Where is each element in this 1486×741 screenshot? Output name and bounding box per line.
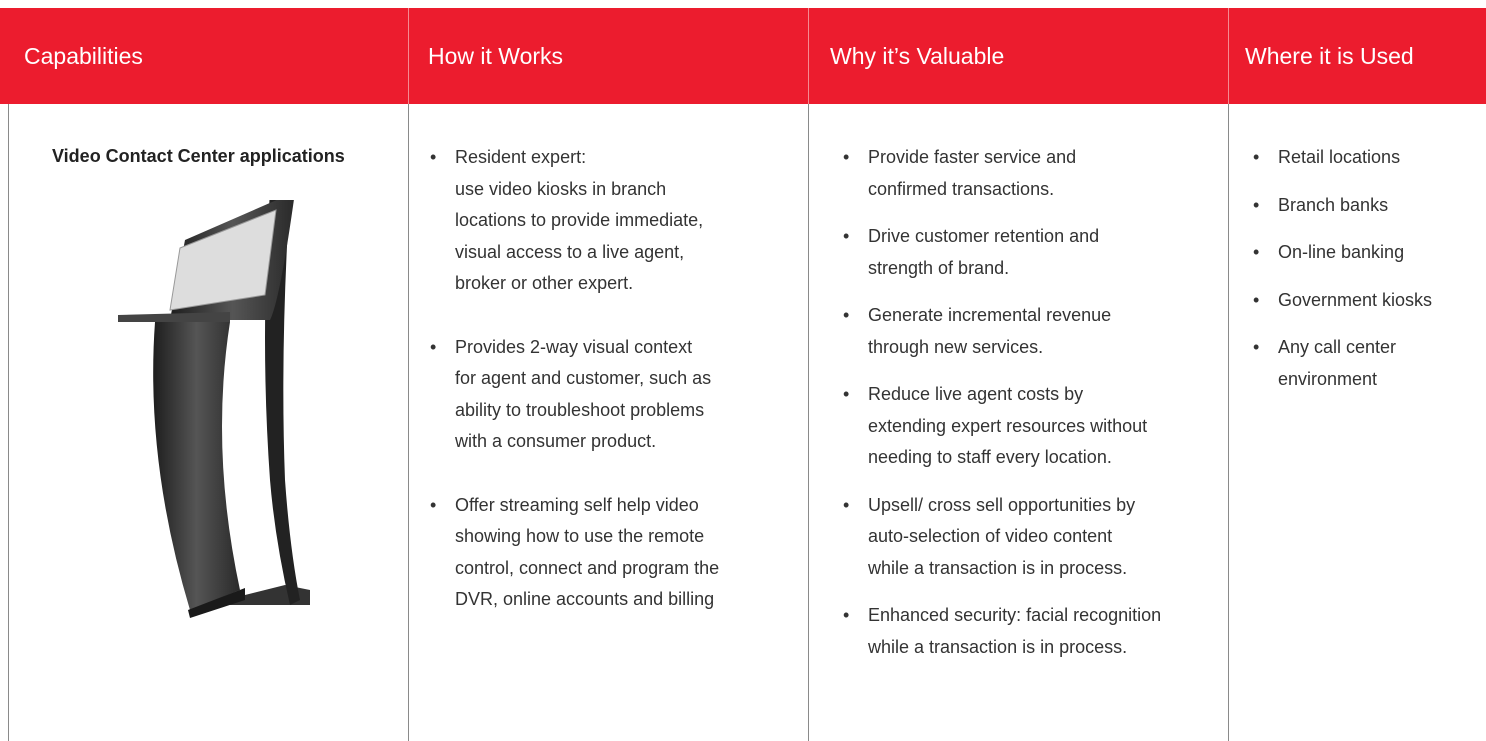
item-line: Provides 2-way visual context — [455, 336, 693, 357]
bullet-item: Provide faster service and confirmed tran… — [843, 142, 1223, 205]
item-line: strength of brand. — [868, 257, 1010, 278]
item-line: broker or other expert. — [455, 273, 634, 293]
item-line: Retail locations — [1278, 147, 1401, 167]
item-line: use video kiosks in branch — [455, 178, 667, 199]
bullet-item: Reduce live agent costs by extending expe… — [843, 379, 1223, 474]
header-cell: Where it is Used — [1245, 43, 1414, 69]
bullet-item: Provides 2-way visual context for agent a… — [430, 332, 802, 458]
header-cell: Why it’s Valuable — [830, 43, 1005, 69]
item-line: Resident expert: — [455, 147, 587, 167]
item-line: confirmed transactions. — [868, 178, 1055, 199]
item-line: environment — [1278, 368, 1378, 389]
column-list: Resident expert: use video kiosks in bran… — [430, 142, 802, 648]
bullet-item: Government kiosks — [1253, 285, 1486, 317]
kiosk-image — [118, 200, 310, 618]
item-line: Generate incremental revenue — [868, 305, 1112, 325]
item-line: through new services. — [868, 336, 1044, 357]
item-line: visual access to a live agent, — [455, 241, 685, 262]
header-cell: How it Works — [428, 43, 564, 69]
item-line: ability to troubleshoot problems — [455, 399, 705, 420]
bullet-item: Resident expert: use video kiosks in bran… — [430, 142, 802, 300]
item-line: control, connect and program the — [455, 557, 720, 578]
bullet-item: On-line banking — [1253, 237, 1486, 269]
item-line: for agent and customer, such as — [455, 368, 712, 388]
row-title: Video Contact Center applications — [52, 146, 345, 166]
item-line: with a consumer product. — [455, 431, 657, 451]
item-line: Enhanced security: facial recognition — [868, 605, 1162, 625]
column-border — [8, 104, 9, 741]
header-divider — [408, 8, 409, 104]
bullet-item: Drive customer retention and strength of … — [843, 221, 1223, 284]
item-line: Branch banks — [1278, 194, 1389, 215]
header-cell: Capabilities — [24, 43, 143, 69]
item-line: DVR, online accounts and billing — [455, 589, 715, 609]
item-line: auto-selection of video content — [868, 526, 1113, 546]
column-border — [1228, 104, 1229, 741]
item-line: showing how to use the remote — [455, 526, 705, 546]
item-line: while a transaction is in process. — [868, 636, 1128, 657]
item-line: Government kiosks — [1278, 289, 1433, 310]
bullet-item: Upsell/ cross sell opportunities by auto-… — [843, 490, 1223, 585]
bullet-item: Any call center environment — [1253, 332, 1486, 395]
bullet-item: Offer streaming self help video showing h… — [430, 490, 802, 616]
bullet-item: Retail locations — [1253, 142, 1486, 174]
item-line: Drive customer retention and — [868, 226, 1100, 246]
item-line: needing to staff every location. — [868, 447, 1112, 467]
column-border — [808, 104, 809, 741]
item-line: Any call center — [1278, 337, 1397, 357]
column-list: Retail locations Branch banks On-line bank… — [1253, 142, 1486, 411]
bullet-item: Enhanced security: facial recognition whi… — [843, 600, 1223, 663]
item-line: extending expert resources without — [868, 415, 1148, 436]
item-line: On-line banking — [1278, 242, 1405, 262]
header-divider — [1228, 8, 1229, 104]
bullet-item: Generate incremental revenue through new … — [843, 300, 1223, 363]
item-line: Offer streaming self help video — [455, 494, 699, 515]
item-line: locations to provide immediate, — [455, 210, 704, 230]
column-list: Provide faster service and confirmed tran… — [843, 142, 1223, 679]
item-line: Reduce live agent costs by — [868, 384, 1084, 404]
bullet-item: Branch banks — [1253, 190, 1486, 222]
header-divider — [808, 8, 809, 104]
column-border — [408, 104, 409, 741]
item-line: Upsell/ cross sell opportunities by — [868, 494, 1136, 515]
header-bar — [0, 8, 1486, 104]
item-line: Provide faster service and — [868, 147, 1077, 167]
item-line: while a transaction is in process. — [868, 557, 1128, 578]
